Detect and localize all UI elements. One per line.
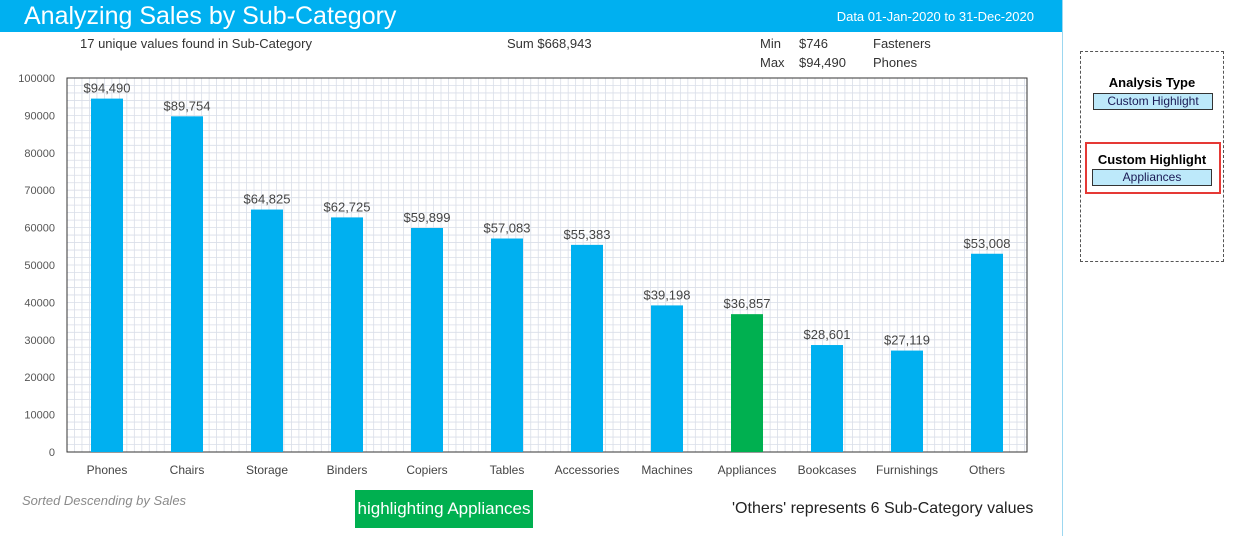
selection-outline	[1085, 142, 1221, 194]
x-tick-label: Others	[969, 463, 1005, 477]
x-tick-label: Machines	[641, 463, 692, 477]
bar-binders	[331, 217, 363, 452]
y-tick-label: 60000	[24, 223, 55, 235]
y-tick-label: 40000	[24, 297, 55, 309]
x-tick-label: Tables	[490, 463, 525, 477]
x-tick-label: Bookcases	[798, 463, 857, 477]
data-label: $89,754	[164, 98, 211, 113]
bar-copiers	[411, 227, 443, 452]
y-tick-label: 100000	[18, 73, 55, 85]
data-label: $53,008	[964, 236, 1011, 251]
min-value: $746	[799, 36, 828, 51]
date-range: Data 01-Jan-2020 to 31-Dec-2020	[836, 9, 1034, 24]
x-tick-label: Chairs	[170, 463, 205, 477]
data-label: $39,198	[644, 287, 691, 302]
x-tick-label: Accessories	[555, 463, 620, 477]
bar-accessories	[571, 244, 603, 452]
bar-storage	[251, 209, 283, 452]
analysis-type-select[interactable]: Custom Highlight	[1093, 93, 1213, 110]
analysis-panel: Analysis Type Custom Highlight Custom Hi…	[1080, 51, 1224, 262]
max-value: $94,490	[799, 55, 846, 70]
data-label: $36,857	[724, 296, 771, 311]
y-tick-label: 50000	[24, 260, 55, 272]
bar-furnishings	[891, 350, 923, 452]
data-label: $57,083	[484, 221, 531, 236]
divider	[1062, 0, 1063, 536]
bar-tables	[491, 238, 523, 452]
bar-appliances	[731, 314, 763, 452]
data-label: $28,601	[804, 327, 851, 342]
sales-bar-chart: 0 10000 20000 30000 40000 50000 60000 70000 8000…	[18, 73, 1028, 477]
title-bar: Analyzing Sales by Sub-Category Data 01-…	[0, 0, 1062, 32]
data-label: $59,899	[404, 210, 451, 225]
analysis-type-label: Analysis Type	[1108, 75, 1196, 90]
bar-chairs	[171, 116, 203, 452]
data-label: $94,490	[84, 81, 131, 96]
x-tick-label: Copiers	[406, 463, 447, 477]
highlight-badge: highlighting Appliances	[355, 490, 533, 528]
data-label: $62,725	[324, 199, 371, 214]
sort-note: Sorted Descending by Sales	[22, 493, 187, 508]
x-tick-label: Appliances	[718, 463, 777, 477]
custom-highlight-select[interactable]: Appliances	[1092, 169, 1212, 186]
min-label: Min	[760, 36, 781, 51]
data-label: $55,383	[564, 227, 611, 242]
y-tick-label: 70000	[24, 185, 55, 197]
x-tick-label: Storage	[246, 463, 288, 477]
unique-values-text: 17 unique values found in Sub-Category	[80, 36, 312, 51]
x-tick-label: Binders	[327, 463, 368, 477]
max-name: Phones	[873, 55, 918, 70]
bar-phones	[91, 98, 123, 453]
max-label: Max	[760, 55, 785, 70]
plot-border	[66, 77, 1028, 453]
data-label: $64,825	[244, 192, 291, 207]
bar-others	[971, 253, 1003, 452]
custom-highlight-label: Custom Highlight	[1097, 152, 1207, 167]
others-note: 'Others' represents 6 Sub-Category value…	[732, 500, 1034, 517]
bar-bookcases	[811, 345, 843, 452]
page-title: Analyzing Sales by Sub-Category	[24, 2, 397, 30]
y-tick-label: 90000	[24, 110, 55, 122]
x-tick-label: Phones	[87, 463, 128, 477]
y-tick-label: 80000	[24, 148, 55, 160]
x-tick-label: Furnishings	[876, 463, 938, 477]
sum-text: Sum $668,943	[507, 36, 592, 51]
y-tick-label: 0	[49, 447, 55, 459]
data-label: $27,119	[884, 333, 930, 348]
y-tick-label: 20000	[24, 372, 55, 384]
y-tick-label: 10000	[24, 410, 55, 422]
min-name: Fasteners	[873, 36, 931, 51]
bar-machines	[651, 305, 683, 452]
y-tick-label: 30000	[24, 335, 55, 347]
